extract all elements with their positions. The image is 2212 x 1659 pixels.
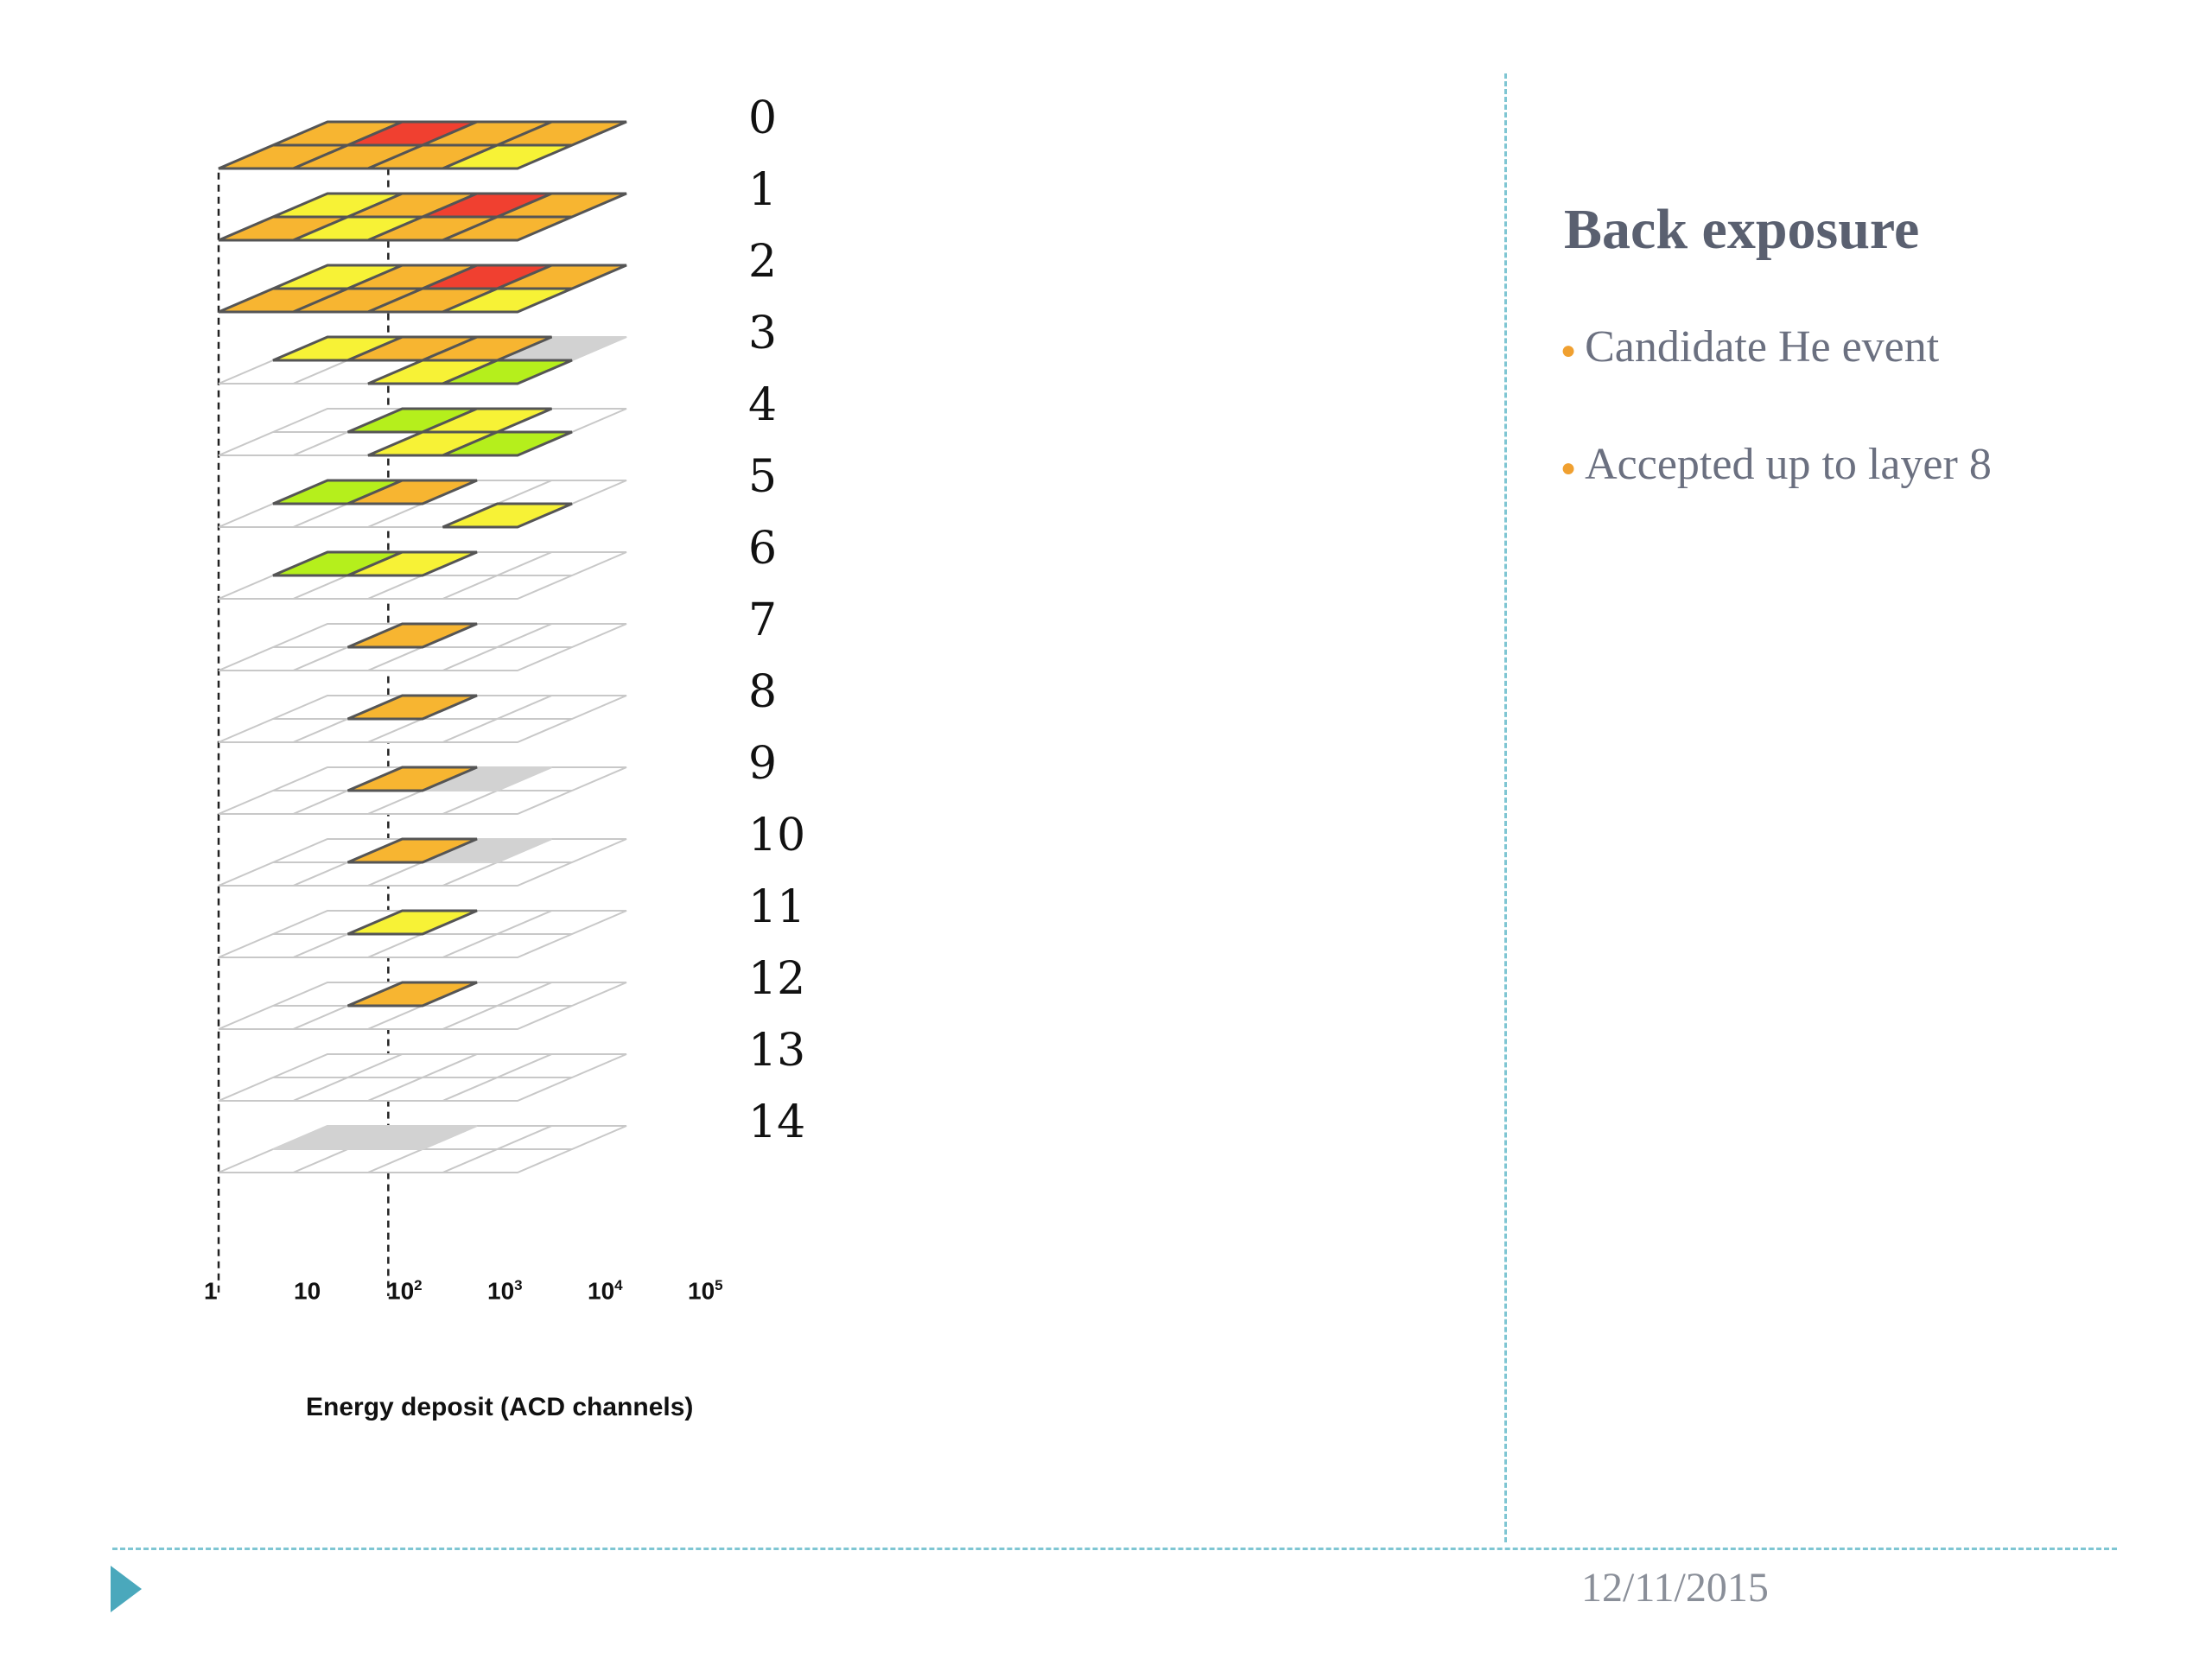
hit-cell bbox=[346, 622, 478, 649]
colorbar-tick: 105 bbox=[688, 1277, 723, 1305]
layer-label: 7 bbox=[748, 594, 778, 646]
hit-cell bbox=[346, 766, 478, 792]
layer-cell bbox=[497, 551, 627, 576]
layer-label: 6 bbox=[748, 523, 778, 575]
layer-cell bbox=[497, 695, 627, 720]
layer-label: 0 bbox=[748, 92, 778, 144]
colorbar-tick: 102 bbox=[387, 1277, 423, 1305]
layer-cell bbox=[497, 910, 627, 935]
calorimeter-layer-stack bbox=[217, 120, 627, 1296]
hit-cell bbox=[442, 502, 573, 529]
footer-divider bbox=[112, 1548, 2117, 1550]
layer-label: 11 bbox=[748, 881, 806, 933]
layer-label: 8 bbox=[748, 666, 778, 718]
layer-label: 12 bbox=[748, 953, 806, 1005]
hit-cell bbox=[496, 120, 627, 147]
hit-cell bbox=[346, 694, 478, 721]
hit-cell bbox=[422, 335, 553, 362]
slide-title: Back exposure bbox=[1564, 198, 1920, 261]
layer-cell bbox=[497, 982, 627, 1007]
layer-label: 13 bbox=[748, 1025, 806, 1077]
colorbar-tick: 103 bbox=[487, 1277, 523, 1305]
layer-label: 4 bbox=[748, 379, 778, 431]
layer-label: 14 bbox=[748, 1096, 806, 1148]
bullet-icon: ● bbox=[1560, 336, 1577, 365]
hit-cell bbox=[346, 550, 478, 577]
colorbar-tick: 104 bbox=[588, 1277, 623, 1305]
layer-cell bbox=[497, 1125, 627, 1150]
layer-cell bbox=[497, 623, 627, 648]
hit-cell bbox=[346, 837, 478, 864]
layer-label: 9 bbox=[748, 738, 778, 790]
layer-label: 5 bbox=[748, 451, 778, 503]
hit-cell bbox=[442, 430, 573, 457]
hit-cell bbox=[346, 479, 478, 505]
play-arrow-icon bbox=[111, 1566, 142, 1612]
bullet-icon: ● bbox=[1560, 454, 1577, 483]
bullet-item: ● Accepted up to layer 8 bbox=[1560, 440, 1992, 489]
layer-label: 1 bbox=[748, 164, 778, 216]
vertical-divider bbox=[1504, 73, 1507, 1542]
hit-cell bbox=[346, 909, 478, 936]
colorbar-label: Energy deposit (ACD channels) bbox=[306, 1393, 694, 1421]
hit-cell bbox=[496, 192, 627, 219]
layer-cell bbox=[497, 1053, 627, 1078]
layer-label: 3 bbox=[748, 308, 778, 359]
gray-cell bbox=[347, 1125, 478, 1150]
layer-label: 2 bbox=[748, 236, 778, 288]
hit-cell bbox=[442, 359, 573, 385]
bullet-item: ● Candidate He event bbox=[1560, 322, 1940, 372]
layer-label: 10 bbox=[748, 810, 806, 861]
hit-cell bbox=[422, 407, 553, 434]
colorbar-tick: 10 bbox=[294, 1277, 321, 1305]
slide-date: 12/11/2015 bbox=[1581, 1565, 1769, 1611]
hit-cell bbox=[346, 981, 478, 1007]
hit-cell bbox=[496, 264, 627, 290]
colorbar-tick: 1 bbox=[204, 1277, 218, 1305]
